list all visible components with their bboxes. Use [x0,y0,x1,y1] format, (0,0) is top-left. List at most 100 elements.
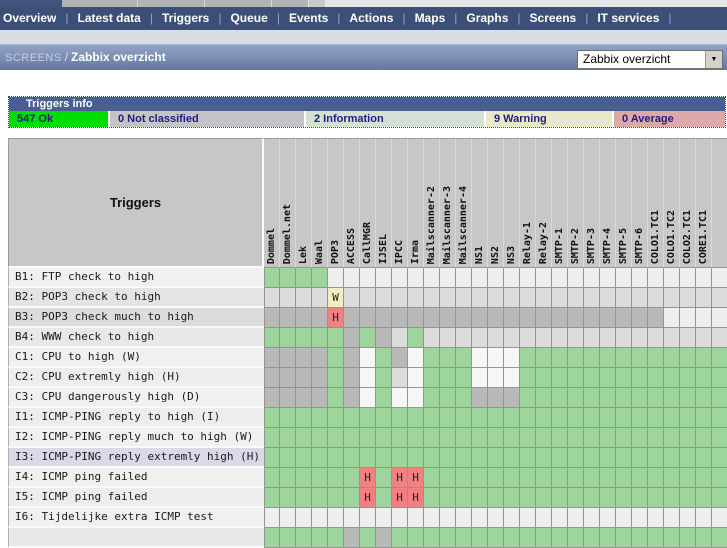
matrix-cell [584,288,600,308]
matrix-cell [456,268,472,288]
nav-item-screens[interactable]: Screens [529,11,577,25]
matrix-cell [312,308,328,328]
matrix-cell [600,428,616,448]
matrix-cell [536,428,552,448]
matrix-cell [552,288,568,308]
column-header-label: COLO1.TC2 [666,209,677,264]
matrix-cell [632,388,648,408]
matrix-cell [648,428,664,448]
matrix-cell [648,328,664,348]
matrix-cell [664,308,680,328]
row-label: B3: POP3 check much to high [8,308,264,328]
matrix-cell [376,308,392,328]
table-row: I5: ICMP ping failed H H H [8,488,727,508]
matrix-cell [536,488,552,508]
matrix-cell [616,388,632,408]
screen-select[interactable]: Zabbix overzicht ▼ [577,50,723,69]
matrix-cell [312,328,328,348]
nav-separator: | [149,11,153,25]
chevron-down-icon[interactable]: ▼ [705,51,722,68]
matrix-cell [552,508,568,528]
nav-item-queue[interactable]: Queue [230,11,268,25]
matrix-cell: H [408,488,424,508]
matrix-cell [520,328,536,348]
matrix-cell [424,368,440,388]
matrix-cell [616,488,632,508]
matrix-cell [376,428,392,448]
nav-item-maps[interactable]: Maps [414,11,446,25]
row-label: I5: ICMP ping failed [8,488,264,508]
triggers-corner-header: Triggers [8,138,264,268]
matrix-cell [600,488,616,508]
column-header-label: SMTP-6 [634,227,645,264]
matrix-cell [600,288,616,308]
matrix-cell [408,308,424,328]
column-header-smtp-5: SMTP-5 [616,138,632,268]
table-row: I3: ICMP-PING reply extremly high (H) [8,448,727,468]
column-header-label: SMTP-4 [602,227,613,264]
row-label: I3: ICMP-PING reply extremly high (H) [8,448,264,468]
matrix-cell [312,268,328,288]
column-header-label: IJSEL [378,233,389,264]
matrix-cell [376,328,392,348]
nav-item-events[interactable]: Events [288,11,329,25]
column-header-label: Dommel.net [282,203,293,264]
matrix-cell [296,448,312,468]
matrix-cell [264,488,280,508]
matrix-cell [584,368,600,388]
matrix-cell [632,528,648,548]
table-row: I1: ICMP-PING reply to high (I) [8,408,727,428]
matrix-cell [472,408,488,428]
matrix-cell [648,348,664,368]
matrix-cell [456,508,472,528]
matrix-cell [536,348,552,368]
column-header-relay-2: Relay-2 [536,138,552,268]
matrix-cell [424,388,440,408]
matrix-cell [408,388,424,408]
main-nav: Overview | Latest data | Triggers | Queue | Even… [0,7,727,30]
column-header-label: IPCC [394,239,405,264]
nav-item-it-services[interactable]: IT services [597,11,660,25]
matrix-cell [424,308,440,328]
row-label: C3: CPU dangerously high (D) [8,388,264,408]
nav-separator: | [218,11,222,25]
nav-item-graphs[interactable]: Graphs [466,11,509,25]
nav-separator: | [585,11,589,25]
matrix-cell [424,428,440,448]
column-header-dommel-net: Dommel.net [280,138,296,268]
matrix-cell [616,268,632,288]
column-header-label: Mailscanner-2 [426,185,437,264]
matrix-cell [392,368,408,388]
matrix-cell [360,308,376,328]
table-row: I2: ICMP-PING reply much to high (W) [8,428,727,448]
matrix-cell [328,528,344,548]
matrix-cell [408,368,424,388]
matrix-cell [712,308,727,328]
matrix-cell [568,428,584,448]
nav-item-overview[interactable]: Overview [3,11,57,25]
column-header-label: Mailscanner-4 [458,185,469,264]
breadcrumb-section[interactable]: SCREENS [5,52,62,64]
matrix-cell [264,288,280,308]
row-label [8,528,264,548]
matrix-cell [344,468,360,488]
column-header-label: Irma [410,239,421,264]
matrix-cell [296,268,312,288]
row-label: I1: ICMP-PING reply to high (I) [8,408,264,428]
matrix-cell [440,388,456,408]
status-0-not-classified: 0 Not classified [110,111,304,127]
matrix-cell [472,508,488,528]
nav-item-actions[interactable]: Actions [349,11,394,25]
matrix-cell [520,408,536,428]
matrix-cell [712,328,727,348]
matrix-cell [328,448,344,468]
matrix-cell [584,388,600,408]
matrix-cell [504,368,520,388]
matrix-cell [632,428,648,448]
nav-item-latest-data[interactable]: Latest data [77,11,141,25]
matrix-cell [568,388,584,408]
matrix-cell [424,268,440,288]
matrix-cell [488,308,504,328]
matrix-cell: H [328,308,344,328]
nav-item-triggers[interactable]: Triggers [161,11,210,25]
